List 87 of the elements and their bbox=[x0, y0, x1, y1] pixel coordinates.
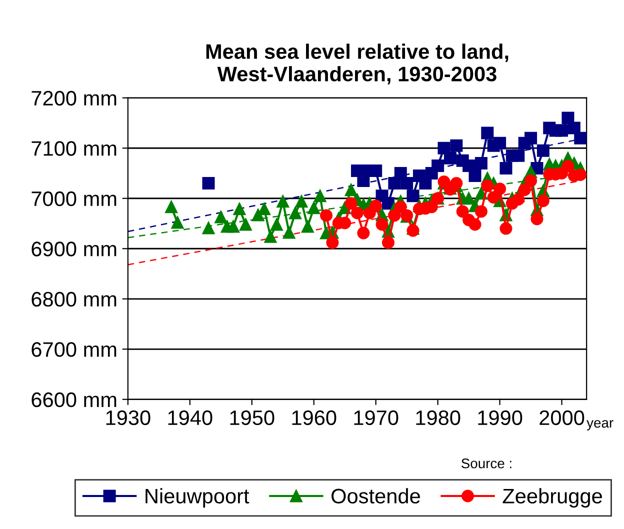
point bbox=[536, 194, 550, 208]
y-tick-label: 7200 mm bbox=[32, 90, 116, 106]
point bbox=[388, 177, 401, 190]
point bbox=[419, 177, 432, 190]
x-tick-label: 1930 bbox=[106, 410, 150, 426]
point bbox=[574, 132, 587, 144]
point bbox=[432, 159, 444, 172]
point bbox=[308, 202, 320, 214]
x-tick-label: 1980 bbox=[416, 410, 460, 426]
y-tick-label: 6900 mm bbox=[32, 242, 116, 256]
y-tick-label: 6700 mm bbox=[32, 342, 116, 357]
x-tick-label: 1940 bbox=[168, 410, 212, 426]
point bbox=[326, 236, 339, 249]
point bbox=[500, 222, 512, 235]
point bbox=[214, 210, 228, 224]
point bbox=[474, 205, 488, 218]
point bbox=[462, 192, 476, 205]
point bbox=[444, 152, 456, 164]
point bbox=[500, 162, 512, 174]
point bbox=[382, 236, 394, 249]
point bbox=[406, 190, 420, 202]
point bbox=[276, 195, 290, 208]
legend-label: Oostende bbox=[332, 488, 420, 504]
point bbox=[394, 200, 407, 214]
x-tick-label: 1960 bbox=[292, 410, 336, 426]
point bbox=[512, 149, 525, 162]
point bbox=[568, 122, 580, 134]
x-tick-label: 1950 bbox=[230, 410, 274, 426]
point bbox=[202, 222, 215, 234]
point bbox=[494, 136, 506, 150]
point bbox=[202, 177, 215, 190]
point bbox=[494, 182, 506, 196]
point bbox=[270, 218, 283, 231]
chart-title: Mean sea level relative to land, West-Vlaanderen, 1930-2003 bbox=[206, 44, 508, 84]
point bbox=[524, 174, 538, 188]
x-axis-title: year bbox=[586, 420, 614, 430]
point bbox=[394, 166, 407, 180]
point bbox=[530, 212, 544, 226]
legend-label: Nieuwpoort bbox=[146, 488, 250, 508]
point bbox=[165, 200, 178, 214]
point bbox=[227, 220, 240, 233]
point bbox=[233, 202, 246, 216]
point bbox=[562, 112, 574, 124]
point bbox=[562, 160, 574, 172]
point bbox=[252, 208, 264, 222]
point bbox=[350, 206, 364, 220]
point bbox=[524, 132, 538, 144]
y-tick-label: 7100 mm bbox=[32, 141, 116, 156]
point bbox=[282, 226, 296, 239]
point bbox=[295, 195, 308, 208]
point bbox=[481, 126, 494, 140]
point bbox=[350, 164, 364, 177]
point bbox=[264, 230, 277, 243]
point bbox=[400, 177, 414, 190]
point bbox=[357, 226, 370, 240]
x-tick-label: 2000 bbox=[540, 410, 584, 426]
point bbox=[556, 124, 568, 137]
point bbox=[320, 209, 332, 222]
point bbox=[468, 170, 482, 182]
point bbox=[344, 184, 358, 196]
point bbox=[239, 218, 252, 231]
point bbox=[171, 216, 184, 229]
point bbox=[456, 205, 469, 218]
point bbox=[301, 220, 314, 233]
point bbox=[289, 206, 302, 220]
point bbox=[518, 184, 531, 196]
point bbox=[258, 202, 271, 216]
point bbox=[487, 191, 500, 204]
point bbox=[406, 224, 420, 237]
x-tick-label: 1970 bbox=[354, 410, 398, 426]
point bbox=[344, 197, 358, 210]
point bbox=[474, 156, 488, 170]
source-note: Source : bbox=[461, 458, 512, 468]
point bbox=[536, 144, 550, 157]
point bbox=[512, 193, 525, 206]
point bbox=[462, 159, 476, 172]
legend-label: Zeebrugge bbox=[502, 488, 602, 508]
y-tick-label: 6600 mm bbox=[32, 392, 116, 408]
point bbox=[388, 209, 401, 222]
y-tick-label: 6800 mm bbox=[32, 292, 116, 307]
point bbox=[314, 190, 326, 202]
point bbox=[376, 218, 388, 231]
y-tick-label: 7000 mm bbox=[32, 191, 116, 206]
point bbox=[468, 218, 482, 231]
point bbox=[481, 180, 494, 192]
x-tick-label: 1990 bbox=[478, 410, 522, 426]
point bbox=[450, 139, 463, 152]
